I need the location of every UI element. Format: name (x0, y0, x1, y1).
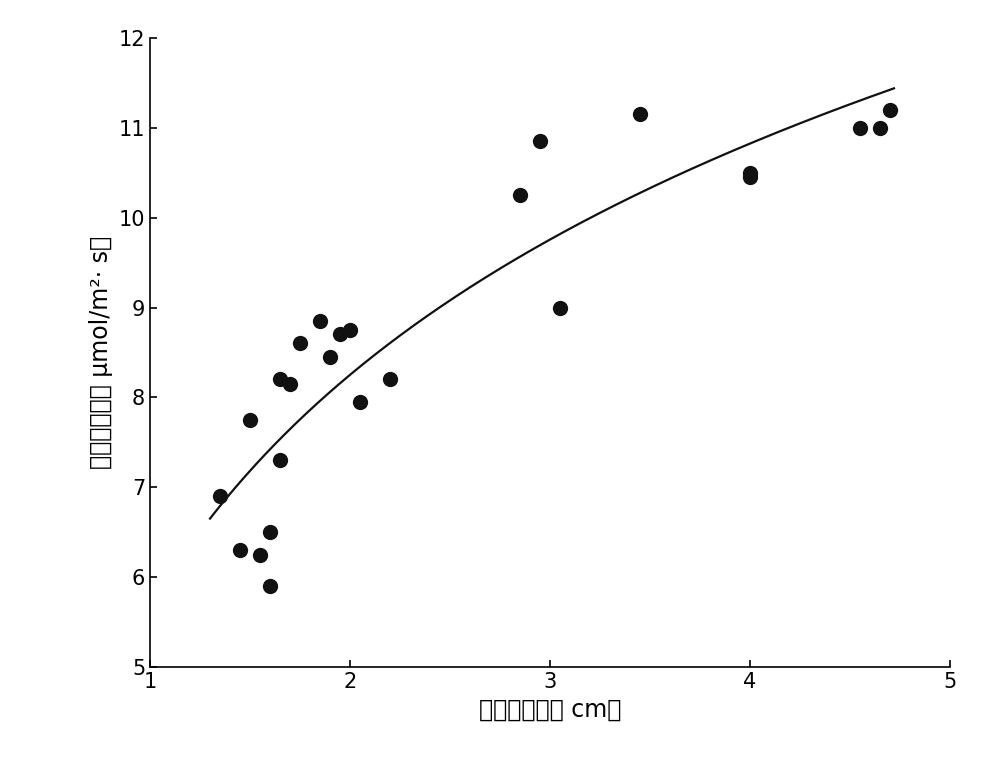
Point (742, 167, 758, 179)
Point (552, 302, 568, 314)
Point (322, 351, 338, 363)
Point (532, 135, 548, 147)
Point (242, 414, 258, 426)
Point (332, 328, 348, 340)
Point (382, 374, 398, 386)
Point (272, 454, 288, 466)
Point (282, 377, 298, 390)
X-axis label: 叶片紧张度（ cm）: 叶片紧张度（ cm） (479, 697, 621, 722)
Point (882, 104, 898, 116)
Point (742, 171, 758, 183)
Point (632, 108, 648, 121)
Point (312, 315, 328, 327)
Point (212, 490, 228, 503)
Point (852, 122, 868, 134)
Y-axis label: 净光合速率（ μmol/m²· s）: 净光合速率（ μmol/m²· s） (89, 236, 113, 469)
Point (262, 526, 278, 538)
Point (872, 122, 888, 134)
Point (252, 549, 268, 561)
Point (352, 396, 368, 408)
Point (512, 189, 528, 201)
Point (262, 580, 278, 592)
Point (272, 374, 288, 386)
Point (342, 324, 358, 336)
Point (232, 544, 248, 556)
Point (292, 337, 308, 349)
